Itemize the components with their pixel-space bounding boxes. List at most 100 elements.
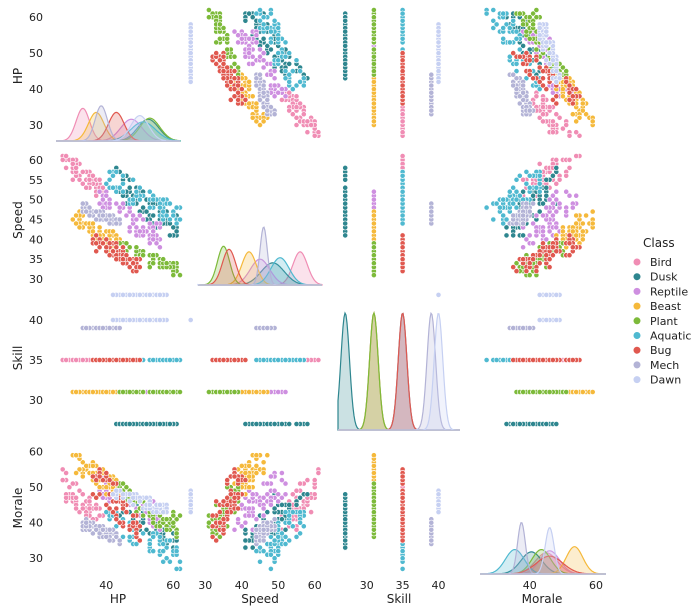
point-reptile (540, 212, 546, 219)
point-aquatic (300, 75, 307, 82)
ytick-speed: 40 (29, 233, 43, 246)
point-beast (253, 389, 260, 395)
point-reptile (246, 35, 252, 42)
point-aquatic (510, 200, 517, 207)
point-dawn (546, 50, 553, 56)
point-bug (96, 244, 103, 251)
point-aquatic (286, 71, 293, 78)
point-plant (216, 35, 223, 42)
point-bug (520, 256, 526, 263)
point-dawn (110, 291, 116, 298)
xtick-skill: 35 (396, 579, 410, 592)
point-reptile (520, 244, 526, 251)
point-bug (93, 232, 100, 239)
point-dawn (120, 317, 126, 323)
point-mech (510, 71, 517, 78)
point-reptile (278, 86, 285, 92)
point-reptile (126, 224, 133, 231)
point-beast (579, 236, 586, 243)
point-dusk (510, 232, 517, 239)
ytick-skill: 30 (29, 394, 43, 407)
point-aquatic (264, 25, 271, 31)
point-bird (546, 104, 553, 110)
point-beast (370, 86, 377, 92)
point-bird (315, 129, 322, 136)
point-plant (133, 389, 140, 395)
point-aquatic (150, 196, 157, 203)
point-dusk (126, 184, 133, 191)
point-bug (106, 252, 113, 259)
point-aquatic (506, 188, 513, 195)
point-beast (103, 389, 110, 395)
point-bug (220, 357, 227, 363)
point-aquatic (293, 82, 300, 89)
point-bug (113, 357, 120, 363)
point-bug (227, 79, 234, 85)
point-beast (569, 111, 576, 118)
point-reptile (271, 68, 278, 74)
point-aquatic (516, 46, 523, 53)
point-reptile (267, 71, 274, 78)
point-reptile (156, 244, 163, 251)
point-dusk (246, 10, 252, 17)
point-aquatic (253, 357, 260, 363)
point-aquatic (110, 172, 116, 179)
point-bird (304, 129, 311, 136)
point-bug (120, 256, 126, 263)
point-bug (231, 75, 238, 82)
point-aquatic (120, 188, 126, 195)
point-mech (526, 107, 533, 114)
point-bug (399, 50, 406, 56)
point-reptile (569, 204, 576, 211)
point-aquatic (271, 17, 278, 24)
point-aquatic (493, 21, 500, 28)
point-aquatic (536, 172, 543, 179)
point-reptile (260, 50, 267, 56)
point-bug (526, 57, 533, 64)
point-mech (428, 82, 435, 89)
point-mech (520, 82, 526, 89)
point-dusk (267, 46, 274, 53)
point-aquatic (297, 68, 303, 74)
point-aquatic (526, 172, 533, 179)
point-bug (113, 244, 120, 251)
point-aquatic (282, 53, 289, 60)
point-bird (293, 122, 300, 128)
point-bug (120, 357, 126, 363)
point-dawn (553, 68, 560, 74)
point-mech (257, 71, 263, 78)
point-dusk (166, 232, 173, 239)
point-beast (370, 212, 377, 219)
point-bug (510, 264, 517, 270)
point-mech (79, 200, 86, 207)
point-bug (231, 93, 238, 100)
point-bug (136, 357, 143, 363)
point-plant (520, 21, 526, 28)
point-reptile (523, 236, 530, 243)
point-mech (106, 325, 113, 331)
point-reptile (553, 196, 560, 203)
point-reptile (275, 389, 282, 395)
point-dusk (293, 421, 300, 427)
point-dawn (546, 61, 553, 67)
point-aquatic (150, 357, 157, 363)
point-bird (289, 111, 296, 118)
point-aquatic (103, 180, 110, 187)
point-plant (533, 7, 540, 13)
point-dawn (120, 291, 126, 298)
point-beast (579, 220, 586, 227)
point-dawn (543, 39, 550, 46)
point-bug (224, 64, 231, 71)
point-bug (520, 61, 526, 67)
point-dusk (342, 43, 349, 49)
point-plant (216, 21, 223, 28)
point-dawn (136, 317, 143, 323)
point-dusk (140, 204, 146, 211)
point-dusk (278, 421, 285, 427)
point-bug (120, 244, 126, 251)
point-plant (370, 21, 377, 28)
point-bug (113, 256, 120, 263)
point-bug (566, 232, 573, 239)
point-aquatic (257, 17, 263, 24)
